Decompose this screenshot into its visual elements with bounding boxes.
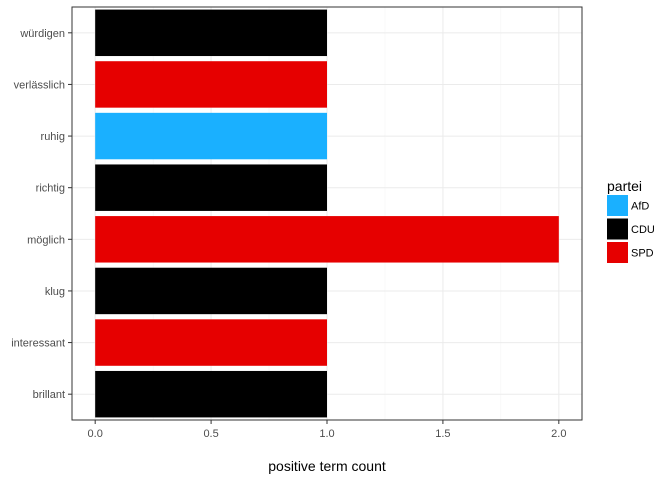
legend-key-CDU (607, 218, 628, 240)
bar-möglich (95, 216, 559, 263)
legend-label: CDU (631, 224, 655, 236)
legend-title: partei (607, 178, 642, 194)
x-axis: 0.0 0.5 1.0 1.5 2.0 (88, 420, 566, 440)
legend-label: SPD (631, 248, 654, 260)
bar-klug (95, 267, 327, 315)
x-tick-label: 1.0 (319, 428, 334, 440)
y-tick-label: brillant (33, 389, 65, 401)
x-tick-label: 0.0 (88, 428, 103, 440)
bars (95, 9, 559, 418)
y-tick-label: klug (45, 286, 65, 298)
y-axis: würdigen verlässlich ruhig richtig möglich kl… (11, 28, 72, 401)
bar-verlässlich (95, 61, 327, 108)
bar-interessant (95, 319, 327, 366)
bar-würdigen (95, 9, 327, 57)
legend-key-AfD (607, 195, 628, 216)
y-tick-label: möglich (27, 234, 65, 246)
bar-ruhig (95, 112, 327, 160)
bar-brillant (95, 370, 327, 418)
x-tick-label: 0.5 (203, 428, 218, 440)
x-tick-label: 1.5 (435, 428, 450, 440)
y-tick-label: ruhig (41, 131, 65, 143)
y-tick-label: verlässlich (14, 79, 65, 91)
x-axis-title: positive term count (268, 458, 386, 474)
legend-key-SPD (607, 242, 628, 263)
x-tick-label: 2.0 (551, 428, 566, 440)
y-tick-label: interessant (11, 338, 65, 350)
legend-label: AfD (631, 201, 649, 213)
legend: partei AfD CDU SPD (607, 178, 655, 263)
bar-richtig (95, 164, 327, 211)
y-tick-label: würdigen (19, 28, 65, 40)
y-tick-label: richtig (36, 183, 65, 195)
